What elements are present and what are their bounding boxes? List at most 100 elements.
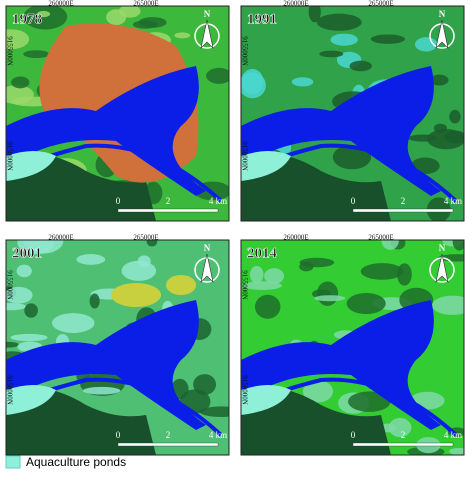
land-patch [82, 386, 121, 395]
y-coordinate-label: 9155000N [5, 36, 13, 66]
scale-label: 4 km [444, 196, 462, 206]
aquaculture [6, 385, 56, 415]
north-arrow [200, 19, 214, 49]
map-panel: 2001 260000E 265000E 9155000N 9150000N N 0 2 4 k… [5, 234, 230, 456]
north-label: N [204, 9, 211, 19]
land-patch [89, 293, 100, 309]
land-patch [193, 374, 217, 395]
land-patch [6, 85, 34, 105]
land-patch [6, 302, 27, 311]
land-area [111, 283, 161, 307]
map-panel: 1991 260000E 265000E 9155000N 9150000N N 0 2 4 k… [240, 0, 465, 222]
land-patch [199, 406, 229, 418]
year-label: 1991 [247, 11, 277, 27]
north-label: N [439, 9, 446, 19]
land-patch [302, 380, 334, 403]
land-patch [23, 6, 68, 30]
land-patch [243, 281, 282, 290]
forest [6, 153, 156, 221]
land-patch [314, 295, 346, 302]
north-arrow [435, 253, 449, 283]
map-image [6, 6, 229, 221]
scale-label: 0 [351, 430, 356, 440]
x-coordinate-label: 265000E [368, 234, 393, 242]
land-patch [381, 240, 399, 250]
scale-bar [352, 208, 454, 213]
land-patch [370, 34, 406, 44]
scale-label: 2 [166, 430, 171, 440]
scale-bar [117, 208, 219, 213]
land-patch [121, 260, 157, 281]
north-arrow [200, 253, 214, 283]
map-panel: 2014 260000E 265000E 9155000N 9150000N N 0 2 4 k… [240, 234, 465, 456]
land-patch [146, 240, 158, 247]
y-coordinate-label: 9150000N [240, 141, 248, 171]
land-patch [206, 67, 229, 84]
land-patch [6, 341, 20, 348]
scale-label: 0 [351, 196, 356, 206]
land-patch [37, 10, 51, 18]
x-coordinate-label: 260000E [48, 234, 73, 242]
scale-label: 4 km [209, 196, 227, 206]
scale-label: 4 km [209, 430, 227, 440]
land-patch [106, 9, 127, 26]
land-patch [429, 74, 449, 86]
land-patch [388, 417, 412, 438]
land-patch [449, 447, 464, 455]
land-patch [264, 268, 285, 284]
land-patch [10, 333, 48, 342]
land-patch [51, 313, 95, 333]
land-patch [431, 295, 464, 315]
land-patch [16, 264, 32, 278]
land-patch [330, 33, 358, 46]
north-label: N [439, 243, 446, 253]
land-patch [17, 240, 55, 255]
y-coordinate-label: 9155000N [240, 36, 248, 66]
land-patch [291, 77, 314, 87]
y-coordinate-label: 9150000N [240, 375, 248, 405]
land-patch [132, 20, 158, 29]
panel-border [5, 5, 230, 222]
year-label: 2014 [247, 245, 278, 261]
scale-bar [352, 442, 454, 447]
x-coordinate-label: 260000E [283, 0, 308, 8]
north-label: N [204, 243, 211, 253]
land-patch [316, 13, 362, 31]
land-patch [6, 286, 33, 304]
river [241, 300, 441, 430]
forest [241, 153, 391, 221]
map-image [241, 240, 464, 455]
land-patch [449, 109, 461, 124]
land-patch [299, 261, 314, 272]
x-coordinate-label: 260000E [283, 234, 308, 242]
scale-label: 0 [116, 430, 121, 440]
forest [6, 387, 156, 455]
y-coordinate-label: 9150000N [5, 141, 13, 171]
aquaculture [241, 385, 291, 415]
land-patch [452, 240, 464, 251]
forest [241, 387, 391, 455]
x-coordinate-label: 265000E [133, 234, 158, 242]
land-patch [332, 144, 372, 170]
land-patch [24, 303, 38, 318]
land-patch [349, 60, 372, 72]
scale-bar [117, 442, 219, 447]
year-label: 2001 [12, 245, 42, 261]
land-patch [397, 263, 412, 286]
scale-label: 4 km [444, 430, 462, 440]
x-coordinate-label: 265000E [133, 0, 158, 8]
y-coordinate-label: 9155000N [5, 270, 13, 300]
y-coordinate-label: 9155000N [240, 270, 248, 300]
panel-border [5, 239, 230, 456]
x-coordinate-label: 265000E [368, 0, 393, 8]
scale-label: 0 [116, 196, 121, 206]
x-coordinate-label: 260000E [48, 0, 73, 8]
aquaculture [6, 151, 56, 181]
land-patch [348, 391, 391, 412]
land-patch [437, 254, 464, 262]
land-patch [11, 76, 30, 89]
land-patch [254, 294, 281, 319]
land-patch [308, 6, 321, 23]
river [241, 66, 441, 196]
